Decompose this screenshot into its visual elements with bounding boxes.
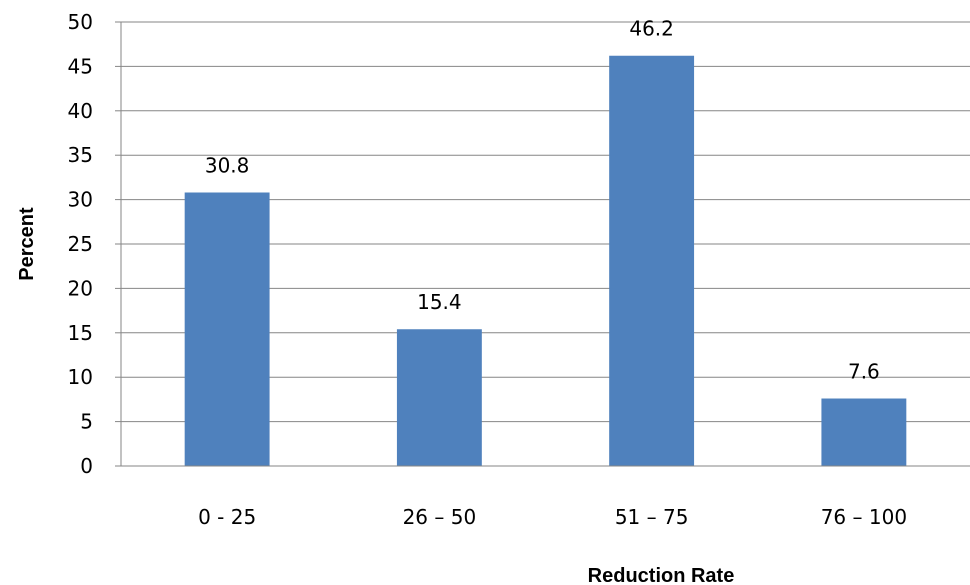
x-tick-label: 76 – 100 (821, 505, 907, 529)
bars (184, 55, 907, 467)
x-tick-label: 26 – 50 (403, 505, 477, 529)
y-tick-label: 35 (68, 143, 93, 167)
data-labels: 30.8 15.4 46.2 7.6 (205, 17, 880, 384)
y-axis-title: Percent (16, 207, 38, 281)
data-label: 46.2 (629, 17, 674, 41)
x-tick-label: 51 – 75 (615, 505, 689, 529)
y-tick-label: 50 (68, 10, 93, 34)
y-tick-label: 25 (68, 232, 93, 256)
data-label: 30.8 (205, 153, 250, 177)
x-tick-label: 0 - 25 (198, 505, 256, 529)
x-axis-title: Reduction Rate (588, 565, 735, 585)
data-label: 7.6 (848, 360, 880, 384)
y-tick-label: 40 (68, 99, 93, 123)
y-tick-label: 45 (68, 54, 93, 78)
y-axis-ticks: 0 5 10 15 20 25 30 35 40 45 50 (68, 10, 121, 478)
bar (821, 398, 907, 466)
y-tick-label: 10 (68, 365, 93, 389)
x-axis-ticks: 0 - 25 26 – 50 51 – 75 76 – 100 (198, 505, 907, 529)
y-tick-label: 30 (68, 188, 93, 212)
y-tick-label: 5 (80, 410, 93, 434)
y-tick-label: 0 (80, 454, 93, 478)
bar (396, 329, 482, 466)
bar (184, 192, 270, 466)
bar (609, 55, 695, 467)
y-tick-label: 15 (68, 321, 93, 345)
data-label: 15.4 (417, 290, 462, 314)
y-tick-label: 20 (68, 276, 93, 300)
